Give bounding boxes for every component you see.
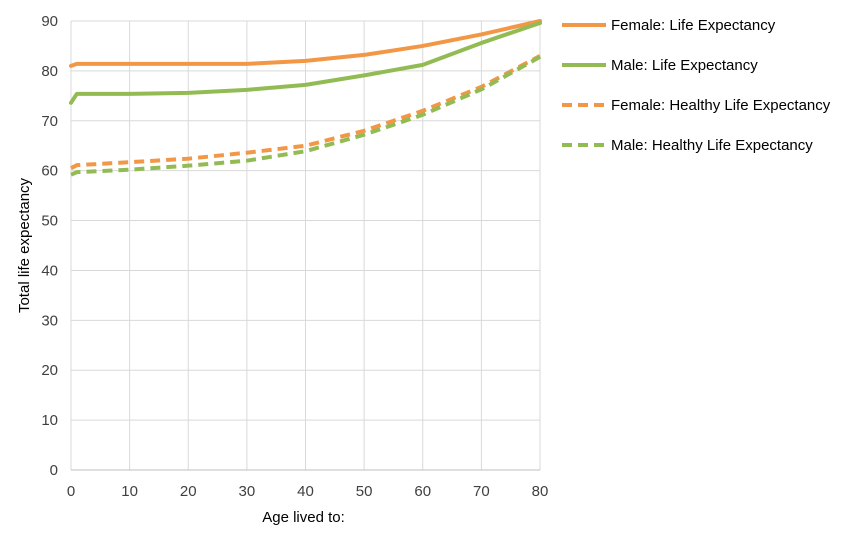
y-tick-label: 90 bbox=[41, 13, 58, 30]
y-tick-label: 60 bbox=[41, 163, 58, 180]
series-line-female-life-expectancy bbox=[69, 19, 542, 68]
legend: Female: Life Expectancy Male: Life Expect… bbox=[562, 17, 831, 154]
y-axis-title: Total life expectancy bbox=[16, 177, 33, 313]
y-tick-label: 0 bbox=[50, 462, 58, 479]
series-line-female-healthy-life-expectancy bbox=[70, 54, 541, 170]
x-tick-label: 50 bbox=[356, 483, 373, 500]
gridlines bbox=[70, 20, 541, 470]
legend-label: Male: Life Expectancy bbox=[611, 57, 758, 74]
x-axis-title: Age lived to: bbox=[262, 509, 345, 526]
y-tick-label: 30 bbox=[41, 312, 58, 329]
y-tick-label: 80 bbox=[41, 63, 58, 80]
x-tick-label: 10 bbox=[121, 483, 138, 500]
x-tick-label: 80 bbox=[532, 483, 549, 500]
x-tick-label: 20 bbox=[180, 483, 197, 500]
y-tick-label: 10 bbox=[41, 412, 58, 429]
legend-label: Female: Healthy Life Expectancy bbox=[611, 97, 831, 114]
y-tick-labels: 0 10 20 30 40 50 60 70 80 90 bbox=[41, 13, 58, 479]
series-line-male-healthy-life-expectancy bbox=[70, 55, 541, 177]
x-tick-label: 30 bbox=[239, 483, 256, 500]
x-tick-label: 60 bbox=[414, 483, 431, 500]
y-tick-label: 50 bbox=[41, 213, 58, 230]
legend-label: Male: Healthy Life Expectancy bbox=[611, 137, 813, 154]
y-tick-label: 20 bbox=[41, 362, 58, 379]
series-lines bbox=[69, 19, 542, 177]
x-tick-labels: 0 10 20 30 40 50 60 70 80 bbox=[67, 483, 549, 500]
y-tick-label: 70 bbox=[41, 113, 58, 130]
legend-label: Female: Life Expectancy bbox=[611, 17, 776, 34]
series-line-male-life-expectancy bbox=[69, 20, 542, 105]
y-tick-label: 40 bbox=[41, 262, 58, 279]
x-tick-label: 40 bbox=[297, 483, 314, 500]
x-tick-label: 70 bbox=[473, 483, 490, 500]
x-tick-label: 0 bbox=[67, 483, 75, 500]
